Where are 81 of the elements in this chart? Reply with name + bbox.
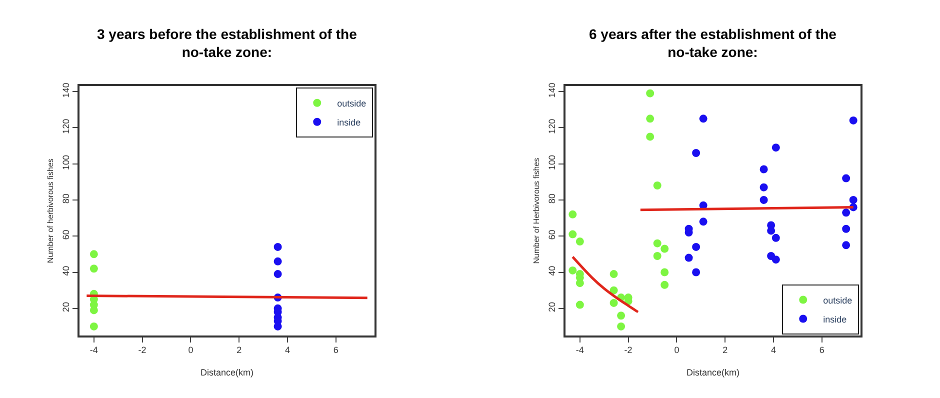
point [568,210,577,218]
point [90,264,98,273]
point [660,280,669,289]
chart-title: 6 years after the establishment of the no-take zone: [589,26,837,60]
point [610,298,618,307]
point [653,182,662,190]
point [576,238,584,246]
y-tick-label: 20 [61,302,72,312]
y-tick-label: 120 [61,118,72,134]
x-tick-label: -4 [90,345,98,356]
y-tick-label: 100 [547,154,558,170]
point [692,242,700,251]
point [274,242,282,251]
point [772,234,780,242]
y-tick-label: 140 [61,82,72,98]
line-series [571,256,640,314]
point [568,230,577,238]
x-tick-label: -2 [138,345,146,356]
point [617,322,626,330]
y-tick-label: 40 [547,266,558,276]
chart-title: 3 years before the establishment of the no-take zone: [97,26,358,60]
point [653,252,662,260]
point [760,196,768,204]
point [617,312,626,320]
point [660,244,669,253]
point [576,300,584,309]
x-axis-title: Distance(km) [200,367,254,378]
y-axis-title: Number of herbivorous fishes [46,158,56,264]
point [274,257,282,266]
point [90,322,98,330]
point [772,144,780,152]
y-axis-title: Number of Herbivorous fishes [532,158,542,264]
x-tick-label: 4 [284,345,290,356]
x-tick-label: 2 [236,345,242,356]
point [576,279,584,288]
y-tick-label: 80 [547,194,558,204]
legend-label: inside [823,314,847,324]
point [692,148,700,157]
point [842,174,850,182]
x-axis-title: Distance(km) [686,367,740,378]
point [646,114,654,123]
x-tick-label: -4 [576,345,584,356]
y-tick-label: 20 [547,302,558,312]
point [842,241,850,250]
x-tick-label: 6 [333,345,338,356]
point [842,224,850,233]
x-tick-label: 6 [819,345,824,356]
point [90,250,98,258]
point [772,256,780,264]
y-tick-label: 80 [61,194,72,204]
legend-label: outside [337,98,366,108]
point [849,116,858,124]
y-tick-label: 40 [61,266,72,276]
point [653,239,662,248]
point [699,218,708,226]
point [760,183,768,192]
point [842,208,850,217]
point [610,286,618,294]
x-tick-label: 4 [770,345,776,356]
x-tick-label: -2 [624,345,632,356]
point [849,196,858,204]
x-tick-label: 0 [188,345,194,356]
x-tick-label: 2 [722,345,728,356]
point [274,270,282,278]
point [699,114,708,123]
legend-label: inside [337,117,361,128]
point [760,165,768,174]
x-tick-label: 0 [674,345,680,356]
point [568,266,577,274]
y-tick-label: 140 [547,82,558,98]
y-tick-label: 120 [547,118,558,134]
y-tick-label: 60 [547,230,558,240]
point [646,132,654,141]
y-tick-label: 60 [61,230,72,240]
point [684,254,693,262]
point [610,270,618,278]
point [646,89,654,98]
y-tick-label: 100 [61,154,72,170]
point [692,268,700,276]
point [660,268,669,276]
legend-label: outside [823,295,852,306]
